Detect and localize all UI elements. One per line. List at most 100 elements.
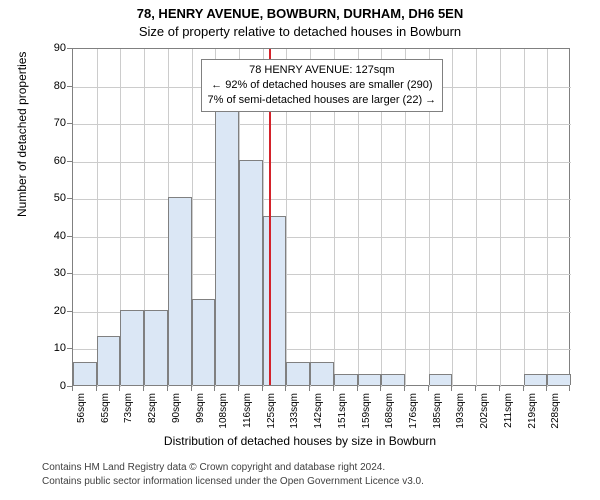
ytick-mark [67,236,72,237]
xtick-label: 142sqm [313,393,324,429]
callout-line: ← 92% of detached houses are smaller (29… [208,78,437,93]
figure: 78, HENRY AVENUE, BOWBURN, DURHAM, DH6 5… [0,0,600,500]
histogram-bar [73,362,97,385]
histogram-bar [429,374,453,385]
xtick-mark [214,386,215,391]
ytick-label: 40 [38,230,66,242]
xtick-mark [569,386,570,391]
xtick-mark [451,386,452,391]
histogram-bar [524,374,548,385]
gridline-v [500,49,501,387]
histogram-bar [120,310,144,385]
xtick-mark [238,386,239,391]
ytick-mark [67,198,72,199]
gridline-v [476,49,477,387]
gridline-v [524,49,525,387]
xtick-label: 185sqm [432,393,443,429]
xtick-label: 65sqm [100,393,111,423]
xtick-mark [499,386,500,391]
gridline-v [547,49,548,387]
xtick-mark [96,386,97,391]
histogram-bar [263,216,287,385]
xtick-label: 99sqm [195,393,206,423]
histogram-bar [144,310,168,385]
xtick-label: 202sqm [479,393,490,429]
page-title-line2: Size of property relative to detached ho… [0,24,600,39]
xtick-label: 108sqm [218,393,229,429]
histogram-plot: 78 HENRY AVENUE: 127sqm← 92% of detached… [72,48,570,386]
xtick-mark [309,386,310,391]
ytick-label: 0 [38,380,66,392]
y-axis-label: Number of detached properties [15,52,29,217]
histogram-bar [286,362,310,385]
xtick-label: 211sqm [503,393,514,428]
xtick-label: 133sqm [289,393,300,429]
page-title-line1: 78, HENRY AVENUE, BOWBURN, DURHAM, DH6 5… [0,6,600,21]
xtick-label: 73sqm [123,393,134,423]
xtick-mark [333,386,334,391]
xtick-mark [119,386,120,391]
ytick-mark [67,123,72,124]
histogram-bar [168,197,192,385]
callout-box: 78 HENRY AVENUE: 127sqm← 92% of detached… [201,59,444,112]
xtick-mark [475,386,476,391]
xtick-label: 82sqm [147,393,158,423]
xtick-mark [357,386,358,391]
footer-line1: Contains HM Land Registry data © Crown c… [42,462,385,473]
gridline-h [73,199,571,200]
histogram-bar [310,362,334,385]
histogram-bar [381,374,405,385]
ytick-label: 10 [38,342,66,354]
ytick-label: 70 [38,117,66,129]
xtick-label: 168sqm [384,393,395,429]
histogram-bar [215,111,239,385]
xtick-mark [380,386,381,391]
xtick-mark [167,386,168,391]
ytick-label: 60 [38,155,66,167]
x-axis-label: Distribution of detached houses by size … [0,434,600,448]
xtick-mark [285,386,286,391]
ytick-mark [67,86,72,87]
callout-line: 78 HENRY AVENUE: 127sqm [208,63,437,78]
ytick-label: 50 [38,192,66,204]
xtick-mark [143,386,144,391]
xtick-label: 159sqm [361,393,372,429]
xtick-label: 219sqm [527,393,538,429]
ytick-label: 80 [38,80,66,92]
ytick-label: 90 [38,42,66,54]
xtick-label: 56sqm [76,393,87,423]
gridline-h [73,162,571,163]
xtick-mark [404,386,405,391]
histogram-bar [547,374,571,385]
xtick-mark [72,386,73,391]
xtick-label: 90sqm [171,393,182,423]
xtick-label: 176sqm [408,393,419,429]
ytick-mark [67,273,72,274]
xtick-label: 125sqm [266,393,277,429]
ytick-label: 20 [38,305,66,317]
histogram-bar [97,336,121,385]
ytick-mark [67,48,72,49]
xtick-label: 193sqm [455,393,466,429]
ytick-label: 30 [38,267,66,279]
histogram-bar [358,374,382,385]
histogram-bar [334,374,358,385]
xtick-mark [428,386,429,391]
histogram-bar [192,299,216,385]
gridline-h [73,237,571,238]
xtick-mark [191,386,192,391]
gridline-h [73,124,571,125]
xtick-mark [546,386,547,391]
xtick-mark [262,386,263,391]
gridline-v [452,49,453,387]
footer-line2: Contains public sector information licen… [42,476,424,487]
xtick-mark [523,386,524,391]
gridline-h [73,274,571,275]
xtick-label: 151sqm [337,393,348,429]
ytick-mark [67,311,72,312]
histogram-bar [239,160,263,385]
xtick-label: 116sqm [242,393,253,428]
callout-line: 7% of semi-detached houses are larger (2… [208,93,437,108]
ytick-mark [67,161,72,162]
ytick-mark [67,348,72,349]
